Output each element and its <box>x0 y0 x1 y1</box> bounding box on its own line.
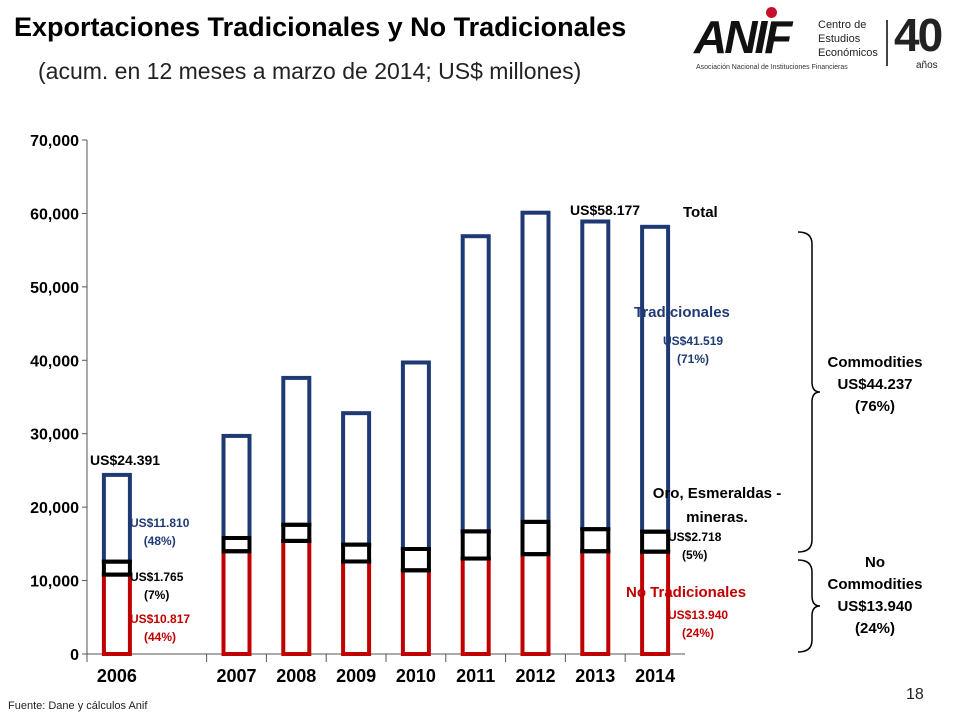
logo-centro: Centro de Estudios Económicos <box>818 18 878 60</box>
bar-2008-oro <box>281 522 312 543</box>
annotation-notrad-2006-value: US$10.817 <box>130 612 191 626</box>
anif-logo: ANIF Asociación Nacional de Institucione… <box>694 4 956 82</box>
annotation-notrad-2006: US$10.817 (44%) <box>130 610 190 646</box>
bar-2007-tradicionales <box>221 433 252 540</box>
x-tick-label-2012: 2012 <box>515 666 555 686</box>
bar-2014-tradicionales <box>640 224 671 534</box>
annotation-notrad-2014-value: US$13.940 <box>668 608 729 622</box>
annotation-tradicionales-label: Tradicionales <box>634 304 730 321</box>
annotation-no-commodities-line1: No <box>865 554 885 571</box>
annotation-oro-2014-value: US$2.718 <box>668 530 722 544</box>
annotation-oro-2006-pct: (7%) <box>144 588 170 602</box>
bars-layer <box>101 210 671 657</box>
bar-2014-no-tradicionales <box>640 549 671 656</box>
annotation-oro-2006: US$1.765 (7%) <box>130 568 183 604</box>
bar-2006-no-tradicionales <box>101 572 132 657</box>
bar-2009-no-tradicionales <box>341 559 372 656</box>
annotation-total-2014: US$58.177 <box>570 202 641 218</box>
annotation-commodities: Commodities US$44.237 (76%) <box>800 352 950 418</box>
logo-dot-icon <box>766 7 777 18</box>
bar-2011-oro <box>460 529 491 561</box>
bar-2008-tradicionales <box>281 375 312 527</box>
bar-2013-oro <box>580 527 611 554</box>
page-number: 18 <box>906 686 924 703</box>
annotation-total-2006: US$24.391 <box>90 452 161 468</box>
logo-centro-line3: Económicos <box>818 47 878 59</box>
bar-2010-oro <box>400 546 431 573</box>
annotation-no-commodities-pct: (24%) <box>854 620 895 637</box>
source-note: Fuente: Dane y cálculos Anif <box>8 700 148 712</box>
annotation-no-commodities-line2: Commodities <box>827 576 923 593</box>
annotation-oro-2014: US$2.718 (5%) <box>668 528 721 564</box>
y-tick-label: 0 <box>70 647 79 664</box>
x-tick-label-2013: 2013 <box>575 666 615 686</box>
annotation-tradicionales-2006-value: US$11.810 <box>130 516 190 530</box>
y-tick-label: 40,000 <box>30 353 79 370</box>
annotation-commodities-pct: (76%) <box>854 398 895 415</box>
annotation-tradicionales-2006-pct: (48%) <box>143 534 176 548</box>
no-commodities-brace <box>797 559 821 653</box>
bar-2012-oro <box>520 519 551 557</box>
logo-centro-line1: Centro de <box>818 19 867 31</box>
y-tick-label: 10,000 <box>30 574 79 591</box>
annotation-notrad-2014-pct: (24%) <box>682 626 715 640</box>
annotation-no-commodities-value: US$13.940 <box>837 598 913 615</box>
chart-subtitle: (acum. en 12 meses a marzo de 2014; US$ … <box>38 58 582 84</box>
logo-brand-subtitle: Asociación Nacional de Instituciones Fin… <box>696 64 848 71</box>
logo-anniversary-number: 40 <box>894 9 943 61</box>
logo-brand: ANIF <box>694 11 792 63</box>
logo-anniversary-word: años <box>916 60 938 71</box>
brace-layer <box>797 231 821 653</box>
x-tick-label-2010: 2010 <box>396 666 436 686</box>
bar-2006-tradicionales <box>101 472 132 564</box>
bar-2009-oro <box>341 542 372 564</box>
annotation-tradicionales-2014-value: US$41.519 <box>663 334 724 348</box>
annotation-notrad-2006-pct: (44%) <box>144 630 177 644</box>
annotation-tradicionales-2014-pct: (71%) <box>677 352 710 366</box>
annotation-no-commodities: No Commodities US$13.940 (24%) <box>800 552 950 640</box>
x-tick-label-2011: 2011 <box>456 666 495 686</box>
y-tick-label: 20,000 <box>30 500 79 517</box>
x-tick-label-2014: 2014 <box>635 666 675 686</box>
annotation-commodities-value: US$44.237 <box>837 376 913 393</box>
bar-2010-no-tradicionales <box>400 568 431 657</box>
y-tick-label: 30,000 <box>30 427 79 444</box>
bar-2007-no-tradicionales <box>221 549 252 657</box>
annotation-tradicionales-2014: US$41.519 (71%) <box>663 332 723 368</box>
annotation-oro-label: Oro, Esmeraldas - mineras. <box>622 482 812 530</box>
bar-2014-oro <box>640 529 671 554</box>
annotation-commodities-label: Commodities <box>827 354 923 371</box>
annotation-notrad-2014: US$13.940 (24%) <box>668 606 728 642</box>
annotation-notrad-label: No Tradicionales <box>626 584 747 601</box>
bar-2008-no-tradicionales <box>281 538 312 656</box>
y-tick-label: 50,000 <box>30 280 79 297</box>
annotation-total-label: Total <box>683 204 718 221</box>
logo-divider <box>886 20 888 66</box>
y-tick-label: 70,000 <box>30 133 79 150</box>
annotation-oro-label-line1: Oro, Esmeraldas - <box>652 485 782 502</box>
chart-title: Exportaciones Tradicionales y No Tradici… <box>14 12 627 42</box>
bar-2011-no-tradicionales <box>460 556 491 656</box>
y-tick-label: 60,000 <box>30 206 79 223</box>
commodities-brace <box>797 231 821 553</box>
bar-2013-no-tradicionales <box>580 549 611 657</box>
bar-2013-tradicionales <box>580 219 611 532</box>
annotation-oro-2014-pct: (5%) <box>682 548 708 562</box>
bar-2010-tradicionales <box>400 360 431 551</box>
annotation-oro-2006-value: US$1.765 <box>130 570 184 584</box>
bar-2009-tradicionales <box>341 411 372 547</box>
annotation-tradicionales-2006: US$11.810 (48%) <box>130 514 189 550</box>
x-tick-label-2009: 2009 <box>336 666 376 686</box>
annotation-oro-label-line2: mineras. <box>686 509 748 526</box>
bar-2011-tradicionales <box>460 234 491 534</box>
x-tick-label-2008: 2008 <box>276 666 316 686</box>
logo-centro-line2: Estudios <box>818 33 861 45</box>
bar-2012-tradicionales <box>520 210 551 524</box>
bar-2012-no-tradicionales <box>520 552 551 656</box>
x-tick-label-2006: 2006 <box>97 666 137 686</box>
x-tick-label-2007: 2007 <box>216 666 256 686</box>
